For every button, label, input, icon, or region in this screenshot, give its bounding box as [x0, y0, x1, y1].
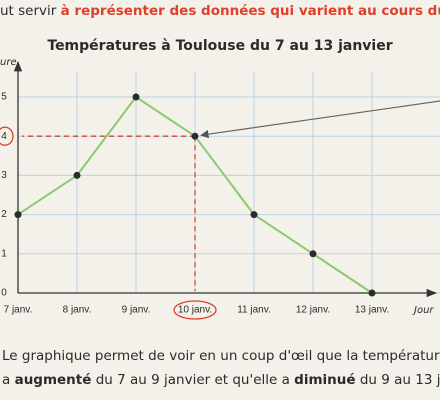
x-tick-label: 10 janv. [178, 305, 212, 316]
intro-plain: ut servir [0, 3, 57, 19]
caption-line: Le graphique permet de voir en un coup d… [2, 348, 440, 364]
data-point [309, 250, 317, 258]
y-axis-label: ure [0, 57, 17, 68]
intro-text: ut servir à représenter des données qui … [0, 3, 440, 19]
caption-line: a augmenté du 7 au 9 janvier et qu'elle … [2, 372, 440, 388]
data-point [132, 93, 140, 101]
highlight-circle [0, 126, 14, 146]
x-tick-label: 12 janv. [296, 305, 330, 316]
x-tick-label: 8 janv. [63, 305, 92, 316]
caption-part: du 9 au 13 janvier. [360, 372, 440, 388]
data-point [14, 211, 22, 219]
y-tick-label: 3 [1, 170, 7, 181]
data-point [73, 171, 81, 179]
y-tick-label: 5 [1, 92, 7, 103]
x-tick-label: 7 janv. [4, 305, 33, 316]
x-tick-label: 9 janv. [122, 305, 151, 316]
data-point [368, 289, 376, 297]
caption-part: a [2, 372, 10, 388]
y-tick-label: 1 [1, 248, 7, 259]
caption-bold: diminué [294, 372, 355, 388]
chart-title: Températures à Toulouse du 7 au 13 janvi… [47, 38, 392, 54]
intro-highlight: à représenter des données qui varient au… [61, 3, 440, 19]
y-tick-label: 4 [1, 131, 7, 142]
x-tick-label: 13 janv. [355, 305, 389, 316]
pointer-arrow [200, 100, 440, 139]
y-tick-label: 0 [1, 288, 7, 299]
caption-part: du 7 au 9 janvier et qu'elle a [96, 372, 290, 388]
x-axis-label: Jour [412, 305, 434, 316]
highlight-circle [173, 300, 217, 320]
y-tick-label: 2 [1, 209, 7, 220]
caption-bold: augmenté [15, 372, 92, 388]
data-point [250, 211, 258, 219]
data-point [191, 132, 199, 140]
x-tick-label: 11 janv. [237, 305, 271, 316]
